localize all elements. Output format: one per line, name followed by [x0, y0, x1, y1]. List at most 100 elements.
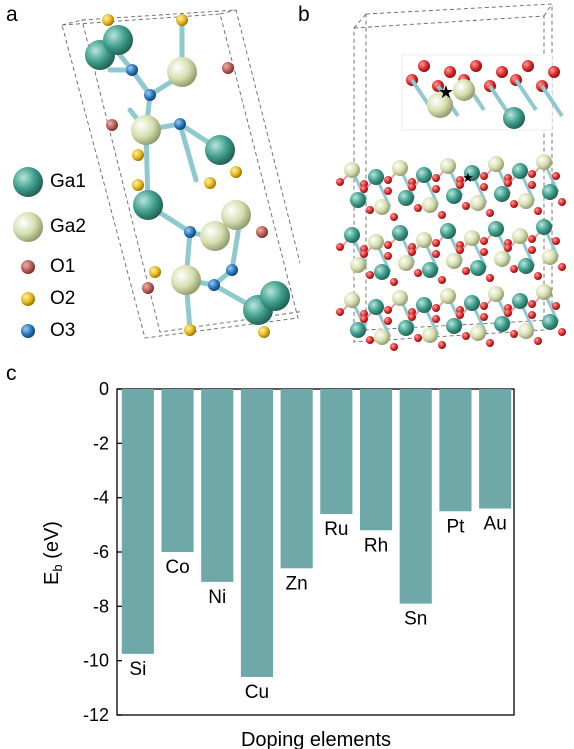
bar-label-zn: Zn	[286, 573, 308, 594]
oxygen-atom	[432, 315, 440, 323]
legend-o3-icon	[21, 324, 35, 338]
crystal-structure-unit-cell	[61, 9, 300, 339]
ga-atom	[464, 165, 480, 181]
bar-label-ni: Ni	[208, 587, 226, 608]
ga-atom	[446, 253, 462, 269]
oxygen-atom	[456, 246, 464, 254]
bar-si	[121, 389, 154, 654]
oxygen-atom	[480, 248, 488, 256]
ga-atom	[446, 318, 462, 334]
oxygen-atom	[432, 239, 440, 247]
oxygen-atom	[496, 66, 508, 78]
bond	[514, 78, 538, 112]
legend-label-o3: O3	[50, 320, 76, 341]
oxygen-atom	[432, 185, 440, 193]
legend-label-o1: O1	[50, 256, 76, 277]
ga-atom	[512, 293, 528, 309]
ga-atom	[344, 227, 360, 243]
oxygen-atom	[432, 174, 440, 182]
star-marker-inset: ★	[438, 82, 454, 102]
oxygen-atom	[456, 311, 464, 319]
bar-cu	[240, 389, 274, 677]
ga-atom	[470, 260, 486, 276]
crystal-structure-supercell: ★ ★	[336, 3, 566, 351]
ga-atom	[518, 323, 534, 339]
oxygen-atom	[504, 309, 512, 317]
ga-atom	[392, 290, 408, 306]
oxygen-atom	[390, 343, 398, 351]
oxygen-atom	[510, 265, 518, 273]
unit-cell-box	[61, 9, 300, 339]
atoms	[85, 14, 290, 338]
oxygen-atom	[486, 274, 494, 282]
star-marker-slab: ★	[462, 170, 474, 185]
oxygen-atom	[480, 313, 488, 321]
oxygen-atom	[504, 244, 512, 252]
oxygen-atom	[360, 185, 368, 193]
ga-atom	[453, 79, 475, 101]
ga-atom	[398, 320, 414, 336]
supercell-atoms	[336, 154, 566, 351]
ga-atom	[392, 225, 408, 241]
oxygen-atom	[384, 306, 392, 314]
ga-atom	[446, 188, 462, 204]
ga-atom	[422, 262, 438, 278]
ga-atom	[374, 264, 390, 280]
bar-rh	[359, 389, 393, 531]
ga-atom	[350, 257, 366, 273]
oxygen-atom	[390, 213, 398, 221]
ga-atom	[542, 184, 558, 200]
oxygen-atom	[418, 60, 430, 72]
ga-atom	[536, 219, 552, 235]
ga-atom	[368, 169, 384, 185]
bar-label-co: Co	[165, 557, 189, 578]
oxygen-atom	[558, 328, 566, 336]
oxygen-atom	[414, 269, 422, 277]
ga-atom	[494, 251, 510, 267]
oxygen-atom	[548, 66, 560, 78]
oxygen-atom	[336, 178, 344, 186]
bar-sn	[399, 389, 432, 604]
oxygen-atom	[456, 181, 464, 189]
oxygen-atom	[438, 276, 446, 284]
ga-atom	[416, 297, 432, 313]
oxygen-atom	[558, 263, 566, 271]
y-axis-label: Eb (eV)	[41, 521, 65, 585]
ga-atom	[518, 258, 534, 274]
oxygen-atom	[408, 313, 416, 321]
oxygen-atom	[462, 267, 470, 275]
oxygen-atom	[336, 308, 344, 316]
oxygen-atom	[558, 198, 566, 206]
ga-atom	[398, 190, 414, 206]
x-axis-label: Doping elements	[241, 729, 391, 749]
oxygen-atom	[366, 336, 374, 344]
oxygen-atom	[336, 243, 344, 251]
oxygen-atom	[528, 300, 536, 308]
panel-label-b: b	[298, 3, 310, 26]
legend-label-ga1: Ga1	[50, 171, 86, 192]
y-tick-label: -6	[93, 542, 109, 562]
ga-atom	[368, 234, 384, 250]
oxygen-atom	[408, 183, 416, 191]
oxygen-atom	[470, 60, 482, 72]
ga-atom	[392, 160, 408, 176]
y-tick-label: -10	[83, 651, 109, 671]
ga-atom	[488, 221, 504, 237]
legend-atoms	[13, 167, 43, 338]
oxygen-atom	[414, 334, 422, 342]
y-tick-label: -4	[93, 488, 109, 508]
ga-atom	[398, 255, 414, 271]
panel-label-c: c	[6, 362, 17, 385]
ga-atom	[494, 186, 510, 202]
ga-atom	[488, 286, 504, 302]
ga-atom	[503, 107, 525, 129]
ga-atom	[518, 193, 534, 209]
y-tick-label: 0	[99, 379, 109, 399]
legend-o1-icon	[21, 260, 35, 274]
bars	[121, 389, 512, 677]
ga-atom	[427, 92, 453, 118]
oxygen-atom	[486, 339, 494, 347]
bar-co	[161, 389, 194, 552]
oxygen-atom	[480, 237, 488, 245]
ga-atom	[422, 197, 438, 213]
